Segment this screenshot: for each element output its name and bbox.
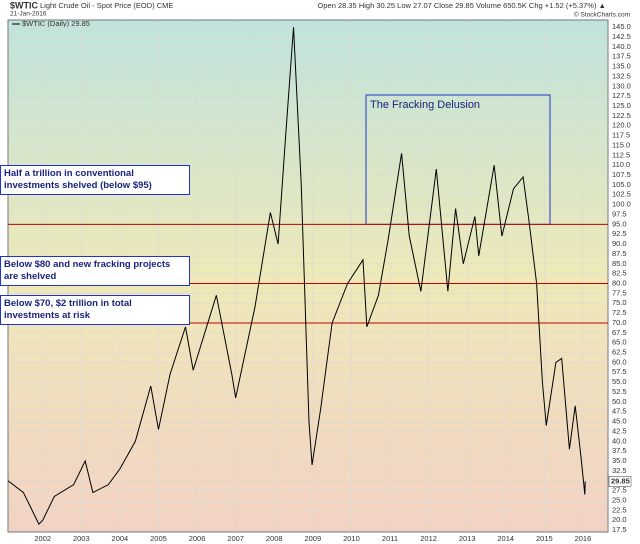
- y-tick-label: 50.0: [612, 397, 627, 406]
- y-tick-label: 67.5: [612, 328, 627, 337]
- x-tick-label: 2003: [73, 534, 90, 543]
- y-tick-label: 17.5: [612, 525, 627, 534]
- x-tick-label: 2015: [536, 534, 553, 543]
- chart-subtitle: Light Crude Oil - Spot Price (EOD) CME: [40, 1, 173, 10]
- x-tick-label: 2007: [227, 534, 244, 543]
- x-tick-label: 2009: [304, 534, 321, 543]
- y-tick-label: 100.0: [612, 200, 631, 209]
- y-tick-label: 135.0: [612, 62, 631, 71]
- x-tick-label: 2004: [112, 534, 129, 543]
- y-tick-label: 22.5: [612, 505, 627, 514]
- y-tick-label: 80.0: [612, 278, 627, 287]
- x-tick-label: 2010: [343, 534, 360, 543]
- annotation-note: Below $70, $2 trillion in total investme…: [0, 295, 190, 325]
- x-tick-label: 2002: [34, 534, 51, 543]
- y-tick-label: 57.5: [612, 367, 627, 376]
- chart-title: $WTIC: [10, 0, 38, 10]
- annotation-note: Half a trillion in conventional investme…: [0, 165, 190, 195]
- y-tick-label: 25.0: [612, 495, 627, 504]
- y-tick-label: 45.0: [612, 417, 627, 426]
- x-tick-label: 2006: [189, 534, 206, 543]
- y-tick-label: 137.5: [612, 52, 631, 61]
- y-tick-label: 105.0: [612, 180, 631, 189]
- y-tick-label: 132.5: [612, 71, 631, 80]
- y-tick-label: 42.5: [612, 426, 627, 435]
- y-tick-label: 127.5: [612, 91, 631, 100]
- y-tick-label: 112.5: [612, 150, 630, 159]
- y-tick-label: 47.5: [612, 407, 627, 416]
- x-tick-label: 2012: [420, 534, 437, 543]
- x-tick-label: 2005: [150, 534, 167, 543]
- y-tick-label: 35.0: [612, 456, 627, 465]
- y-tick-label: 115.0: [612, 140, 630, 149]
- y-tick-label: 72.5: [612, 308, 627, 317]
- credit: © StockCharts.com: [574, 11, 630, 19]
- y-tick-label: 60.0: [612, 357, 627, 366]
- y-tick-label: 62.5: [612, 348, 627, 357]
- y-tick-label: 102.5: [612, 190, 631, 199]
- y-tick-label: 140.0: [612, 42, 631, 51]
- y-tick-label: 95.0: [612, 219, 627, 228]
- y-tick-label: 55.0: [612, 377, 627, 386]
- y-tick-label: 27.5: [612, 486, 627, 495]
- x-tick-label: 2016: [575, 534, 592, 543]
- annotation-text: The Fracking Delusion: [370, 99, 480, 111]
- x-tick-label: 2014: [497, 534, 514, 543]
- y-tick-label: 145.0: [612, 22, 631, 31]
- date: 21-Jan-2016: [10, 11, 47, 18]
- y-tick-label: 122.5: [612, 111, 631, 120]
- y-tick-label: 90.0: [612, 239, 627, 248]
- legend-label: $WTIC (Daily) 29.85: [22, 19, 90, 28]
- y-tick-label: 117.5: [612, 131, 630, 140]
- x-tick-label: 2008: [266, 534, 283, 543]
- y-tick-label: 65.0: [612, 338, 627, 347]
- y-tick-label: 75.0: [612, 298, 627, 307]
- last-price-tag: [608, 476, 632, 487]
- x-tick-label: 2011: [382, 534, 398, 543]
- y-tick-label: 142.5: [612, 32, 631, 41]
- y-tick-label: 20.0: [612, 515, 627, 524]
- y-tick-label: 107.5: [612, 170, 631, 179]
- y-tick-label: 85.0: [612, 259, 627, 268]
- y-tick-label: 92.5: [612, 229, 627, 238]
- y-tick-label: 82.5: [612, 269, 627, 278]
- y-tick-label: 52.5: [612, 387, 627, 396]
- y-tick-label: 130.0: [612, 81, 631, 90]
- y-tick-label: 125.0: [612, 101, 631, 110]
- annotation-note: Below $80 and new fracking projects are …: [0, 256, 190, 286]
- y-tick-label: 70.0: [612, 318, 627, 327]
- y-tick-label: 120.0: [612, 121, 631, 130]
- y-tick-label: 77.5: [612, 288, 627, 297]
- price-line: [7, 27, 586, 525]
- last-price-label: 29.85: [611, 476, 630, 485]
- x-tick-label: 2013: [459, 534, 476, 543]
- y-tick-label: 37.5: [612, 446, 627, 455]
- quote: Open 28.35 High 30.25 Low 27.07 Close 29…: [318, 1, 606, 10]
- y-tick-label: 87.5: [612, 249, 627, 258]
- y-tick-label: 110.0: [612, 160, 630, 169]
- y-tick-label: 40.0: [612, 436, 627, 445]
- y-tick-label: 32.5: [612, 466, 627, 475]
- y-tick-label: 97.5: [612, 209, 627, 218]
